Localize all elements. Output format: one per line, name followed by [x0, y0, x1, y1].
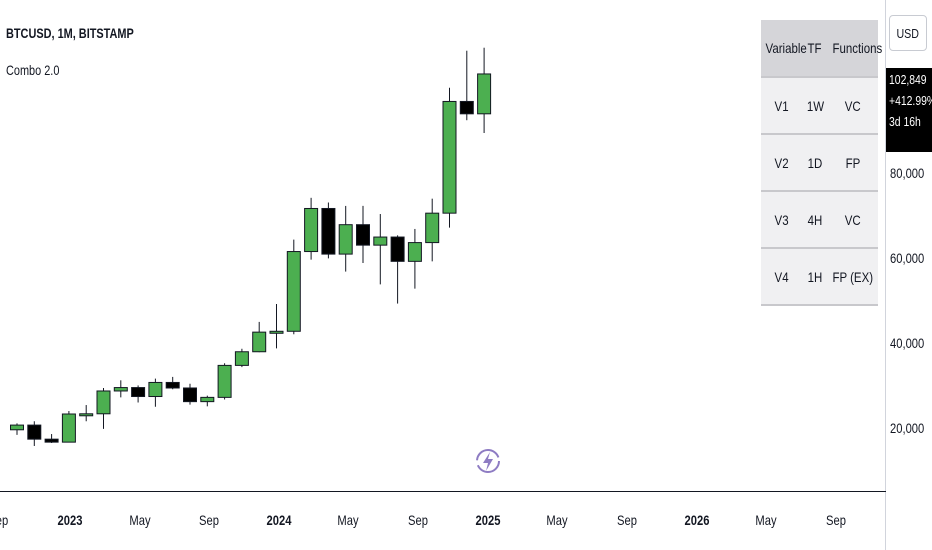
variables-table: Variable TF Functions V1 1W VC V2 1D FP …: [761, 20, 882, 306]
x-tick-label: Sep: [408, 512, 428, 528]
candle-body: [269, 330, 284, 334]
y-tick-label: 40,000: [890, 335, 925, 351]
table-cell: 1H: [803, 248, 827, 306]
candle-body: [113, 387, 128, 392]
candle-body: [373, 236, 388, 246]
table-header-cell: Variable: [761, 20, 807, 78]
candle-body: [321, 207, 336, 255]
table-cell: FP: [827, 134, 878, 192]
x-tick-label: May: [755, 512, 777, 528]
x-tick-label: 2026: [684, 512, 710, 528]
table-row: V1 1W VC: [761, 77, 878, 135]
table-row: V3 4H VC: [761, 191, 878, 249]
candle-body: [79, 413, 94, 417]
table-cell: VC: [827, 77, 878, 135]
table-cell: 1D: [803, 134, 827, 192]
x-tick-label: May: [337, 512, 359, 528]
lightning-icon[interactable]: [474, 442, 502, 480]
x-tick-label: Sep: [199, 512, 219, 528]
candle-body: [252, 331, 267, 353]
candle-body: [407, 242, 422, 262]
bar-countdown: 3d 16h: [889, 114, 921, 129]
candle-body: [131, 387, 146, 398]
y-tick-label: 20,000: [890, 420, 925, 436]
x-tick-label: 2023: [57, 512, 83, 528]
table-cell: V3: [761, 191, 803, 249]
symbol-title[interactable]: BTCUSD, 1M, BITSTAMP: [6, 25, 134, 41]
candle-body: [96, 390, 111, 415]
candle-body: [10, 424, 24, 431]
last-price: 102,849: [889, 72, 927, 87]
y-tick-label: 60,000: [890, 250, 925, 266]
candle-body: [304, 207, 319, 253]
currency-label: USD: [896, 25, 920, 41]
x-tick-label: May: [546, 512, 568, 528]
candle-body: [286, 251, 301, 332]
table-cell: 4H: [803, 191, 827, 249]
candle-body: [477, 73, 492, 115]
candle-body: [234, 351, 249, 366]
table-row: V4 1H FP (EX): [761, 248, 878, 306]
table-header-cell: Functions: [827, 20, 882, 78]
currency-button[interactable]: USD: [889, 15, 927, 51]
table-cell: V1: [761, 77, 803, 135]
candle-body: [356, 224, 370, 246]
candles-group: [10, 47, 492, 446]
candle-body: [217, 364, 232, 398]
candle-body: [390, 236, 405, 262]
candle-body: [165, 381, 180, 389]
candle-body: [27, 424, 42, 440]
table-cell: V2: [761, 134, 803, 192]
candle-body: [44, 438, 59, 443]
candle-body: [200, 396, 215, 403]
x-tick-label: May: [129, 512, 151, 528]
table-cell: V4: [761, 248, 803, 306]
candle-body: [442, 100, 457, 214]
table-cell: 1W: [803, 77, 827, 135]
time-axis-line: [0, 491, 886, 492]
x-tick-label: 2025: [475, 512, 501, 528]
price-change: +412.99%: [889, 93, 932, 108]
table-row: V2 1D FP: [761, 134, 878, 192]
candle-body: [183, 387, 197, 403]
table-header-row: Variable TF Functions: [761, 20, 882, 78]
chart-legend: BTCUSD, 1M, BITSTAMP: [6, 25, 170, 41]
x-tick-label: Sep: [826, 512, 846, 528]
table-cell: FP (EX): [827, 248, 878, 306]
price-chart[interactable]: [0, 0, 886, 492]
candle-body: [425, 212, 440, 244]
candle-body: [338, 224, 353, 255]
last-price-tag: 102,849 +412.99% 3d 16h: [886, 68, 932, 152]
candle-body: [61, 413, 76, 443]
indicator-title[interactable]: Combo 2.0: [6, 62, 60, 78]
table-header-cell: TF: [803, 20, 827, 78]
x-tick-label: ep: [0, 512, 9, 528]
x-tick-label: Sep: [617, 512, 637, 528]
candle-body: [148, 381, 163, 398]
table-cell: VC: [827, 191, 878, 249]
x-tick-label: 2024: [266, 512, 292, 528]
y-tick-label: 80,000: [890, 165, 925, 181]
candle-body: [459, 100, 474, 115]
